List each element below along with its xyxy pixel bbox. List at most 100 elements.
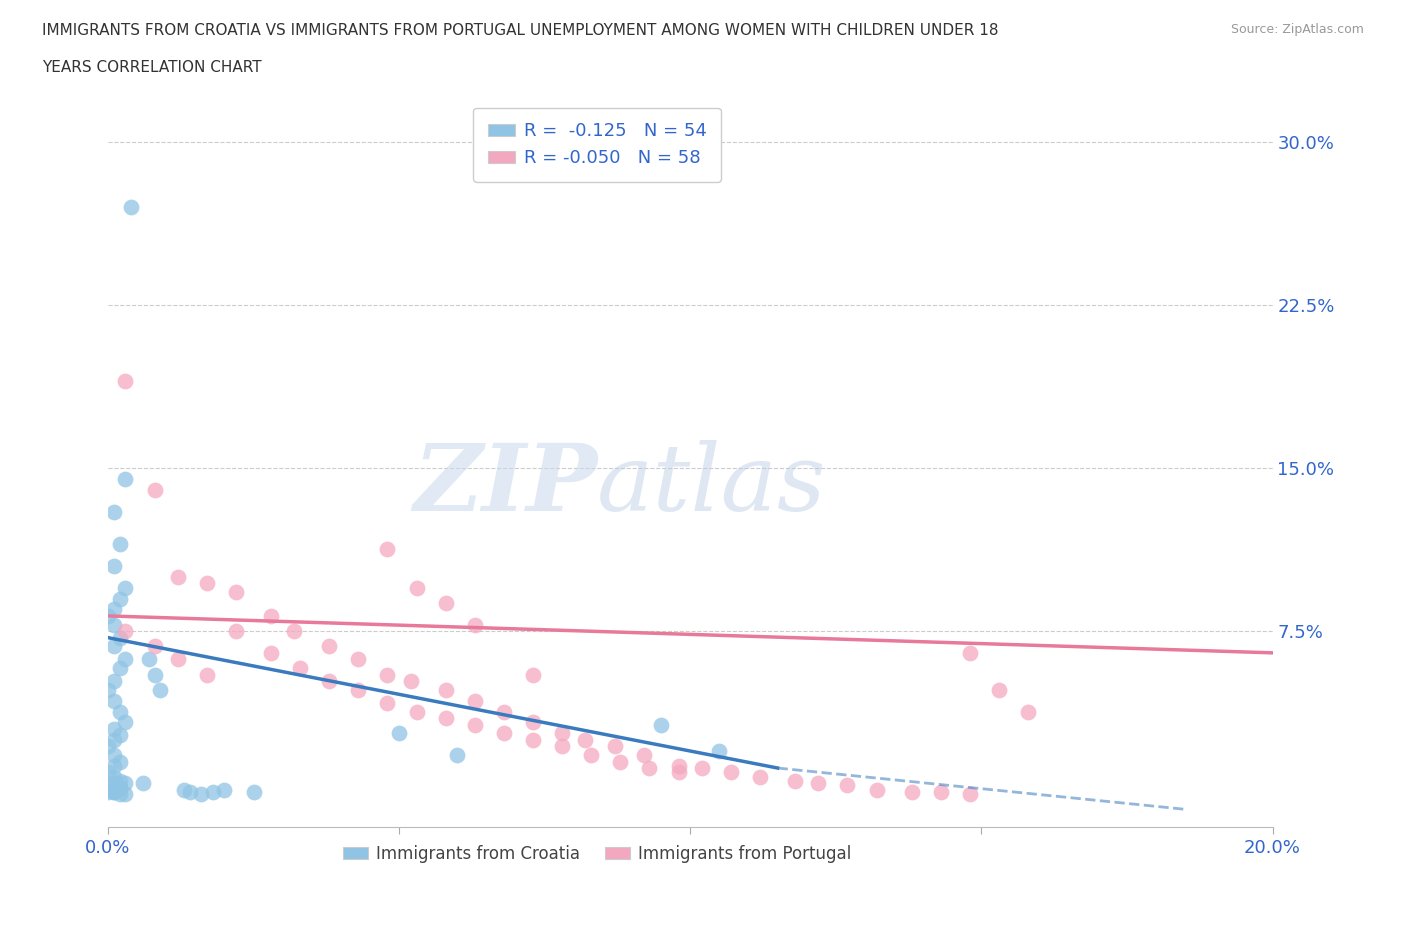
Point (97, 738, 120, 753)
Point (603, 738, 626, 753)
Point (103, 785, 125, 800)
Point (143, 483, 166, 498)
Point (399, 673, 422, 688)
Point (260, 608, 283, 623)
Text: YEARS CORRELATION CHART: YEARS CORRELATION CHART (42, 60, 262, 75)
Point (288, 660, 311, 675)
Point (522, 667, 544, 682)
Point (650, 717, 672, 732)
Point (108, 780, 131, 795)
Point (114, 472, 136, 486)
Point (103, 559, 125, 574)
Point (609, 754, 631, 769)
Point (987, 683, 1010, 698)
Point (574, 732, 596, 747)
Point (108, 787, 131, 802)
Point (668, 765, 690, 780)
Point (108, 660, 131, 675)
Point (108, 774, 131, 789)
Point (108, 704, 131, 719)
Point (114, 580, 136, 595)
Point (377, 541, 399, 556)
Point (464, 618, 486, 632)
Point (434, 683, 457, 698)
Point (720, 765, 742, 780)
Text: atlas: atlas (598, 440, 827, 529)
Text: Source: ZipAtlas.com: Source: ZipAtlas.com (1230, 23, 1364, 36)
Point (103, 778, 125, 793)
Point (434, 711, 457, 725)
Point (120, 200, 142, 215)
Point (103, 722, 125, 737)
Point (446, 748, 468, 763)
Text: IMMIGRANTS FROM CROATIA VS IMMIGRANTS FROM PORTUGAL UNEMPLOYMENT AMONG WOMEN WIT: IMMIGRANTS FROM CROATIA VS IMMIGRANTS FR… (42, 23, 998, 38)
Point (103, 785, 125, 800)
Point (837, 778, 859, 793)
Point (405, 580, 427, 595)
Point (179, 785, 201, 800)
Point (103, 759, 125, 774)
Point (103, 782, 125, 797)
Point (318, 639, 340, 654)
Point (492, 704, 515, 719)
Point (214, 782, 236, 797)
Point (783, 774, 806, 789)
Point (108, 591, 131, 606)
Text: ZIP: ZIP (413, 440, 598, 529)
Point (959, 645, 981, 660)
Point (108, 537, 131, 551)
Point (225, 585, 247, 600)
Point (283, 624, 305, 639)
Point (103, 602, 125, 617)
Point (138, 652, 160, 667)
Point (551, 738, 574, 753)
Point (581, 748, 603, 763)
Point (143, 667, 166, 682)
Point (377, 667, 399, 682)
Point (405, 704, 427, 719)
Point (190, 787, 212, 802)
Point (103, 732, 125, 747)
Point (900, 785, 922, 800)
Point (1017, 704, 1039, 719)
Point (318, 673, 340, 688)
Point (143, 639, 166, 654)
Point (201, 785, 224, 800)
Point (114, 624, 136, 639)
Point (260, 645, 283, 660)
Point (434, 595, 457, 610)
Point (114, 715, 136, 730)
Point (929, 785, 952, 800)
Point (464, 717, 486, 732)
Point (522, 732, 544, 747)
Point (225, 624, 247, 639)
Point (149, 683, 172, 698)
Point (114, 787, 136, 802)
Point (97, 785, 120, 800)
Point (97, 683, 120, 698)
Point (114, 374, 136, 389)
Point (114, 652, 136, 667)
Point (388, 725, 411, 740)
Point (103, 776, 125, 790)
Point (709, 743, 731, 758)
Point (103, 504, 125, 519)
Point (132, 776, 155, 790)
Point (492, 725, 515, 740)
Point (464, 693, 486, 708)
Point (167, 652, 190, 667)
Point (195, 667, 218, 682)
Point (377, 696, 399, 711)
Point (103, 748, 125, 763)
Point (807, 776, 830, 790)
Point (97, 608, 120, 623)
Point (195, 576, 218, 591)
Point (108, 780, 131, 795)
Point (242, 785, 264, 800)
Point (103, 639, 125, 654)
Point (633, 748, 655, 763)
Point (167, 569, 190, 584)
Point (347, 652, 370, 667)
Point (173, 782, 195, 797)
Point (108, 631, 131, 645)
